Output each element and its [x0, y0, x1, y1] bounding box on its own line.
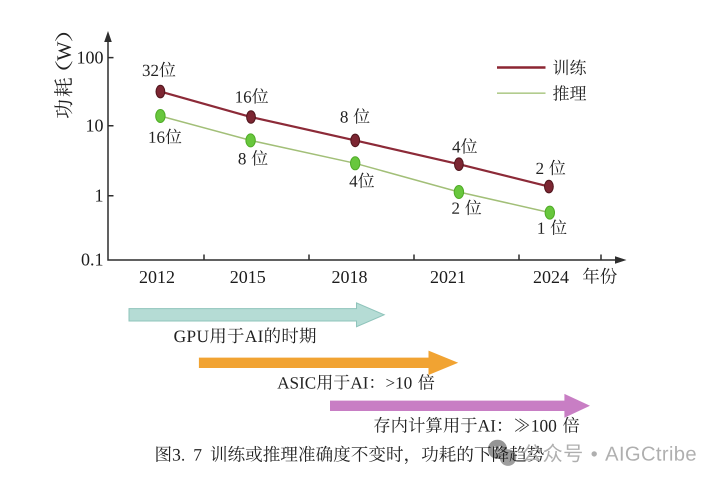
svg-text:0.1: 0.1 — [81, 250, 104, 270]
svg-text:2024: 2024 — [533, 267, 569, 287]
svg-text:2012: 2012 — [139, 267, 175, 287]
svg-text:2021: 2021 — [430, 267, 466, 287]
svg-text:100: 100 — [77, 47, 104, 67]
svg-text:10: 10 — [86, 115, 104, 135]
svg-text:1: 1 — [95, 185, 104, 205]
svg-text:2018: 2018 — [332, 267, 368, 287]
svg-text:2015: 2015 — [230, 267, 266, 287]
